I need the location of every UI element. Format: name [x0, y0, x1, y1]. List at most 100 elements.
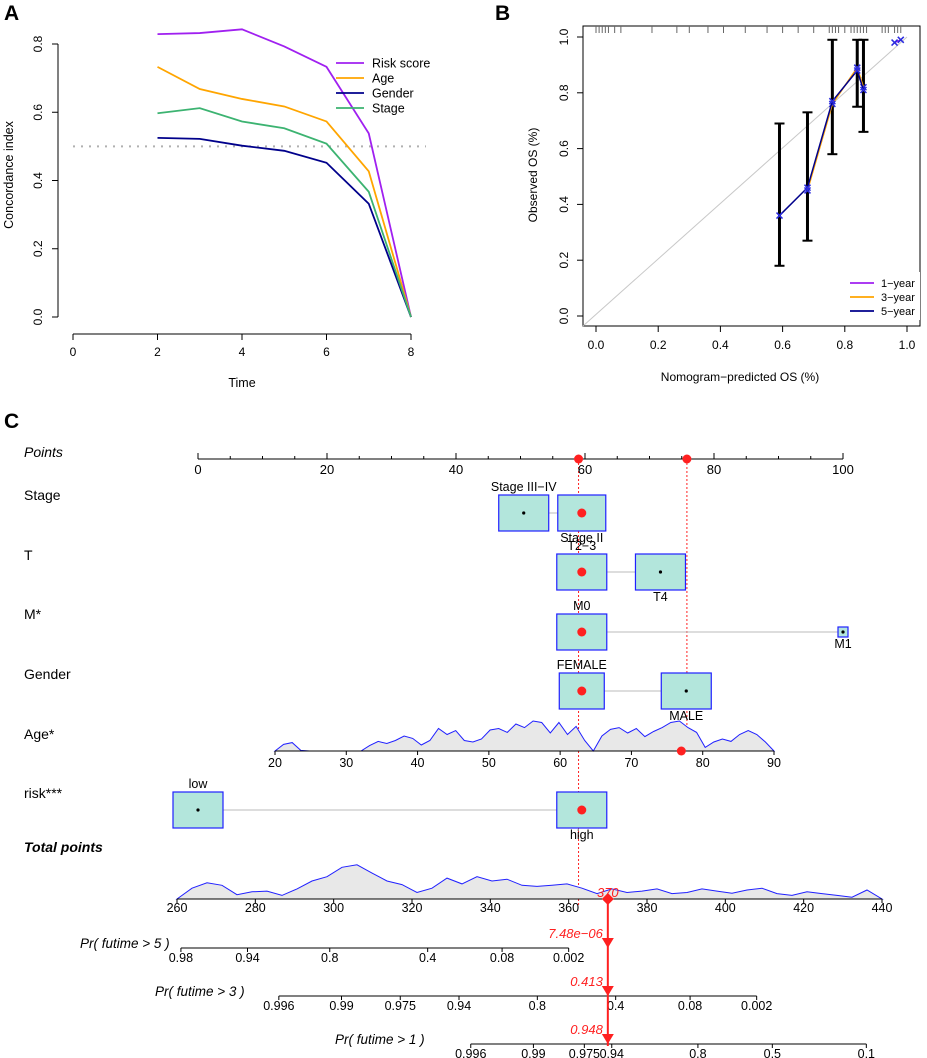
y-tick-label: 0.4 — [557, 196, 571, 213]
selected-point-marker — [577, 627, 587, 637]
variable-label: M* — [24, 606, 42, 622]
points-marker — [682, 454, 692, 464]
y-tick-label: 0.6 — [31, 104, 45, 121]
age-marker — [676, 746, 686, 756]
x-tick-label: 0.2 — [650, 338, 667, 352]
y-tick-label: 0.0 — [31, 308, 45, 325]
calibration-line-3-year — [806, 66, 865, 191]
variable-label: Stage — [24, 487, 61, 503]
probability-tick-label: 0.5 — [764, 1047, 781, 1058]
calibration-point — [853, 66, 861, 75]
legend-entry: Gender — [372, 87, 414, 101]
total-tick-label: 420 — [793, 901, 814, 915]
total-points-density — [175, 864, 884, 900]
probability-label: Pr( futime > 3 ) — [155, 984, 245, 999]
panel-b-diagonal-line — [582, 36, 908, 327]
selected-point-marker — [577, 686, 587, 696]
level-label: low — [189, 777, 209, 791]
x-tick-label: 4 — [239, 345, 246, 359]
probability-tick-label: 0.002 — [741, 999, 772, 1013]
probability-label: Pr( futime > 5 ) — [80, 936, 170, 951]
nomogram-age-row: Age* 20 30 40 50 60 70 80 90 — [24, 720, 781, 770]
probability-tick-label: 0.996 — [263, 999, 294, 1013]
panel-b-calibration-chart: 0.0 0.2 0.4 0.6 0.8 1.0 0.0 0.2 0.4 0.6 0.8 1.0 1−y… — [526, 25, 921, 384]
series-line-risk-score — [157, 28, 412, 318]
panel-a-y-label: Concordance index — [2, 120, 16, 228]
total-points-label: Total points — [24, 839, 103, 855]
nomogram-row-m: M* M0 M1 — [24, 599, 852, 651]
calibration-point — [775, 212, 784, 220]
x-tick-label: 8 — [408, 345, 415, 359]
probability-tick-label: 0.98 — [169, 951, 193, 965]
variable-label: T — [24, 547, 33, 563]
level-label: MALE — [669, 709, 703, 723]
x-tick-label: 6 — [323, 345, 330, 359]
probability-tick-label: 0.99 — [521, 1047, 545, 1058]
probability-tick-label: 0.4 — [607, 999, 624, 1013]
age-density — [273, 720, 776, 752]
y-tick-label: 1.0 — [557, 28, 571, 45]
y-tick-label: 0.2 — [557, 252, 571, 269]
x-tick-label: 0.8 — [836, 338, 853, 352]
nomogram-points-row: Points 0 20 40 60 80 100 — [24, 444, 854, 477]
age-tick-label: 70 — [624, 756, 638, 770]
level-dot — [684, 689, 688, 693]
level-dot — [196, 808, 200, 812]
age-tick-label: 50 — [482, 756, 496, 770]
total-tick-label: 400 — [715, 901, 736, 915]
series-line-gender — [157, 136, 412, 318]
points-tick-label: 100 — [832, 462, 854, 477]
calibration-point — [803, 184, 812, 192]
level-box — [498, 494, 550, 532]
points-marker — [574, 454, 584, 464]
points-tick-label: 40 — [449, 462, 463, 477]
calibration-point — [853, 64, 861, 72]
probability-value: 7.48e−06 — [548, 926, 603, 941]
panel-a-x-label: Time — [228, 376, 255, 390]
total-tick-label: 280 — [245, 901, 266, 915]
panel-label-b: B — [495, 2, 510, 25]
level-label: Stage III−IV — [491, 480, 557, 494]
nomogram-variable-rows: Stage Stage III−IV Stage II T T2−3 T4 M* M0 M1 Ge… — [24, 480, 852, 842]
selected-point-marker — [577, 508, 587, 518]
age-tick-label: 90 — [767, 756, 781, 770]
probability-tick-label: 0.8 — [321, 951, 338, 965]
level-dot — [841, 630, 845, 634]
calibration-point — [803, 186, 812, 194]
total-tick-label: 380 — [637, 901, 658, 915]
series-line-age — [157, 66, 412, 318]
probability-tick-label: 0.94 — [447, 999, 471, 1013]
panel-b-plot-frame — [582, 25, 921, 327]
points-tick-label: 0 — [194, 462, 201, 477]
variable-label: Gender — [24, 666, 71, 682]
panel-b-y-label: Observed OS (%) — [526, 128, 540, 223]
probability-tick-label: 0.94 — [235, 951, 259, 965]
level-dot — [522, 511, 526, 515]
probability-tick-label: 0.99 — [329, 999, 353, 1013]
probability-tick-label: 0.8 — [529, 999, 546, 1013]
probability-arrow — [601, 938, 614, 948]
level-label: T2−3 — [567, 539, 596, 553]
age-tick-label: 30 — [339, 756, 353, 770]
probability-tick-label: 0.4 — [419, 951, 436, 965]
variable-label: Age* — [24, 726, 55, 742]
level-label: FEMALE — [557, 658, 607, 672]
age-tick-label: 40 — [411, 756, 425, 770]
calibration-point — [897, 36, 905, 44]
selected-point-marker — [577, 805, 587, 815]
total-tick-label: 260 — [167, 901, 188, 915]
probability-row: Pr( futime > 3 ) 0.996 0.99 0.975 0.94 0.8 0.4… — [155, 974, 772, 1013]
total-tick-label: 360 — [558, 901, 579, 915]
total-tick-label: 440 — [872, 901, 893, 915]
legend-entry: 1−year — [881, 278, 915, 290]
panel-a-series — [157, 28, 412, 318]
probability-value: 0.413 — [570, 974, 603, 989]
calibration-point — [891, 39, 899, 47]
probability-tick-label: 0.8 — [689, 1047, 706, 1058]
y-tick-label: 0.8 — [557, 84, 571, 101]
probability-arrow — [601, 1034, 614, 1044]
probability-tick-label: 0.94 — [600, 1047, 624, 1058]
panel-b-series — [775, 36, 905, 220]
